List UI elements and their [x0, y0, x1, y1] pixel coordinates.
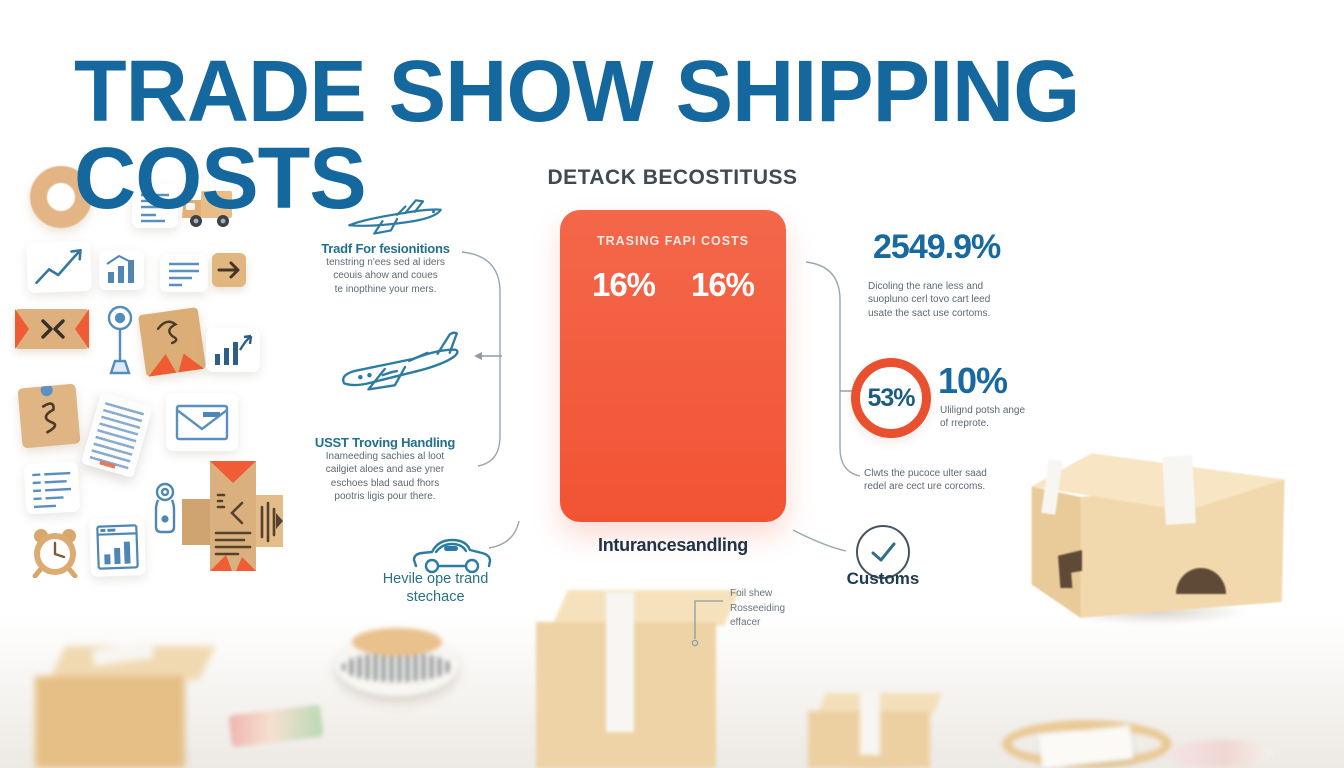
airplane-icon — [348, 199, 442, 235]
stat-ring: 53% — [851, 358, 931, 438]
stat2-body: Ulilignd potsh ange of rreprote. — [940, 405, 1026, 430]
cardboard-box-large — [1018, 448, 1290, 623]
car-icon — [412, 538, 492, 574]
sticky-note-icon — [17, 383, 81, 449]
stat1-body: Dicoling the rane less and suopluno cerl… — [868, 281, 991, 319]
left-item2-heading: USST Troving Handling — [314, 435, 456, 450]
left-bracket-line — [461, 251, 501, 467]
right-bracket-line — [805, 261, 861, 477]
tape-ring-icon — [30, 166, 92, 228]
cardboard-box-medium — [808, 693, 943, 768]
panel-value-left: 16% — [591, 266, 656, 303]
browser-chart-icon — [89, 517, 146, 577]
label-ring — [1002, 720, 1172, 768]
customs-connector-line — [792, 529, 847, 552]
crumpled-paper — [1168, 740, 1272, 768]
cardboard-box-bottom-left — [35, 641, 216, 768]
central-cost-panel: TRASING FAPI COSTS 16% 16% — [560, 210, 786, 522]
car-connector-line — [488, 520, 520, 549]
bottle-icon — [154, 482, 176, 534]
left-item1-body: tenstring n'ees sed al iders ceouis ahow… — [326, 257, 445, 295]
right-note: Clwts the pucoce ulter saad redel are ce… — [864, 468, 987, 493]
truck-icon — [182, 191, 232, 227]
box-note-connector — [694, 600, 723, 639]
diagram-subtitle: DETACK BECOSTITUSS — [547, 166, 798, 189]
customs-label: Customs — [846, 569, 920, 588]
antenna-icon — [107, 305, 133, 375]
check-circle-icon — [856, 525, 910, 579]
envelope-arrows-icon — [15, 309, 89, 349]
page-title: TRADE SHOW SHIPPING COSTS — [74, 43, 1080, 227]
cardboard-box-center — [534, 590, 741, 768]
stat1-value: 2549.9% — [873, 228, 1001, 266]
left-item1-heading: Tradf For fesionitions — [321, 241, 450, 256]
list-icon — [23, 461, 81, 515]
stats-icon — [206, 328, 260, 372]
jet-icon — [342, 331, 459, 391]
line-chart-icon — [26, 240, 92, 294]
left-arrowhead — [474, 352, 482, 360]
panel-caption: Inturancesandling — [598, 535, 748, 555]
unfolded-box-icon — [182, 461, 283, 571]
stat-ring-value: 53% — [867, 383, 915, 412]
arrow-right-icon — [212, 253, 246, 287]
tape-roll — [336, 626, 458, 696]
notes-icon — [160, 254, 208, 292]
stat2-value: 10% — [938, 360, 1008, 401]
bar-chart-icon — [99, 250, 144, 290]
alarm-clock-icon — [32, 529, 78, 578]
left-item2-body: Inameeding sachies al loot cailgiet aloe… — [325, 451, 445, 503]
package-icon — [137, 307, 207, 377]
panel-heading: TRASING FAPI COSTS — [596, 234, 750, 248]
panel-values: 16% 16% — [560, 266, 786, 304]
box-note: Foil shew Rosseeiding effacer — [730, 588, 786, 628]
document-icon — [132, 184, 178, 228]
mail-icon — [166, 393, 238, 451]
box-note-dot — [691, 639, 699, 647]
left-item3-heading: Hevile ope trand stechace — [382, 571, 489, 606]
panel-value-right: 16% — [690, 266, 755, 303]
